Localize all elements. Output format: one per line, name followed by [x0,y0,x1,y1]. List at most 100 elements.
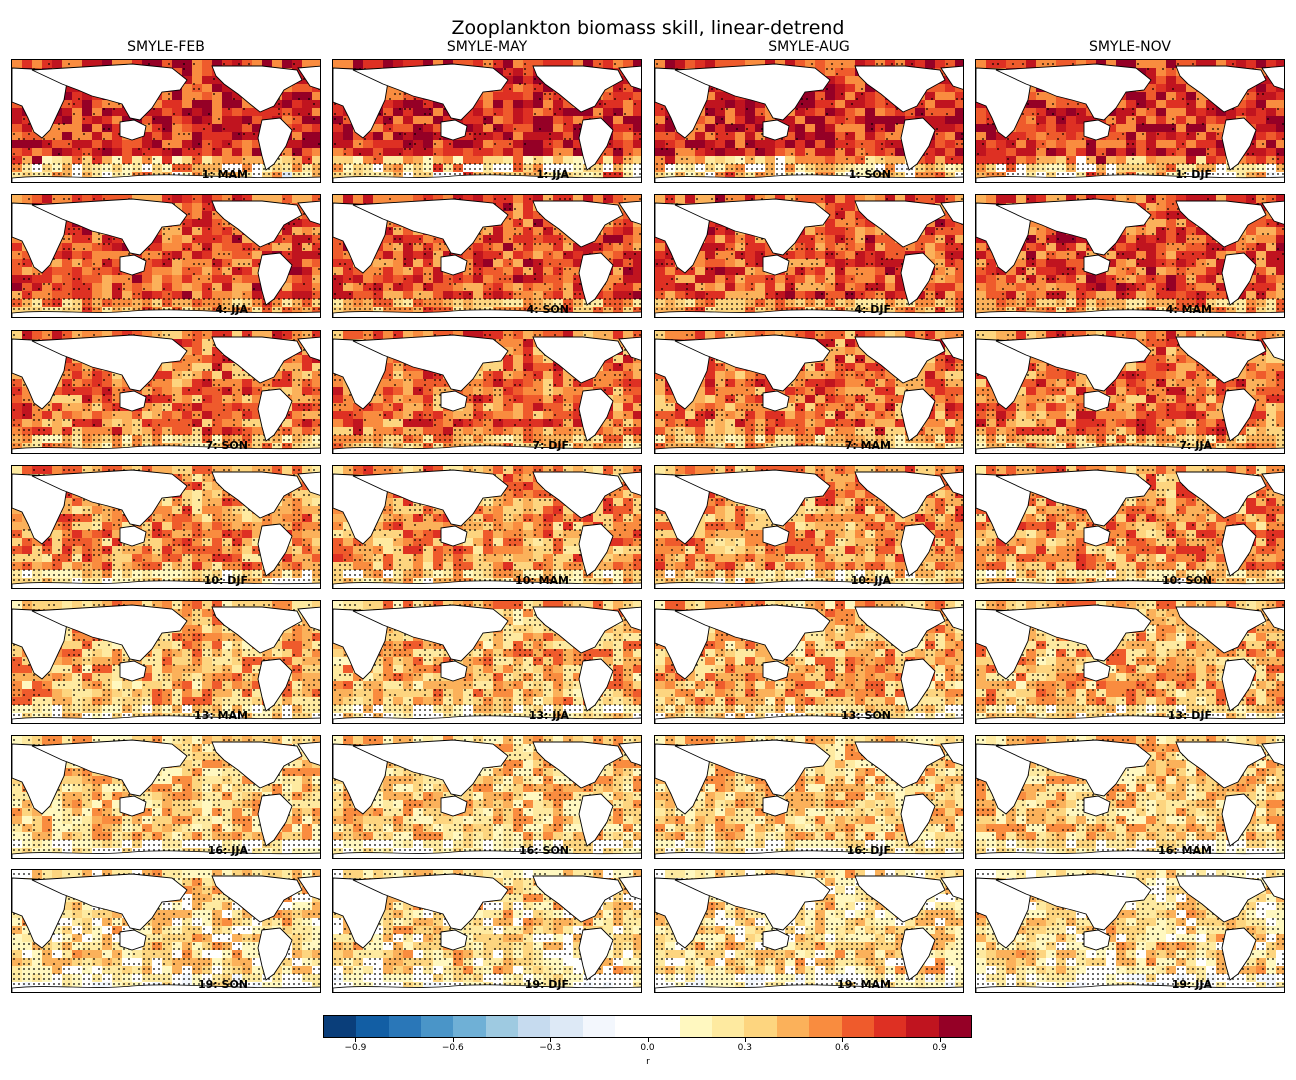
stipple-dot [113,168,115,170]
skill-cell [563,164,573,172]
skill-cell [513,100,523,108]
stipple-dot [614,113,616,115]
skill-cell [192,275,202,283]
skill-cell [252,148,262,156]
stipple-dot [841,168,843,170]
stipple-dot [1052,63,1054,65]
skill-cell [523,60,533,68]
stipple-dot [203,173,205,175]
stipple-dot [846,173,848,175]
skill-cell [1136,164,1146,172]
stipple-dot [318,238,320,240]
skill-cell [925,108,935,116]
stipple-dot [148,158,150,160]
stipple-dot [1172,88,1174,90]
stipple-dot [836,163,838,165]
skill-cell [373,116,383,124]
skill-cell [52,148,62,156]
skill-cell [735,132,745,140]
skill-cell [675,60,685,68]
stipple-dot [168,258,170,260]
skill-cell [695,60,705,68]
skill-cell [955,124,963,132]
stipple-dot [163,163,165,165]
skill-cell [192,156,202,164]
skill-cell [1076,156,1086,164]
skill-cell [1146,92,1156,100]
stipple-dot [168,98,170,100]
skill-cell [543,227,553,235]
stipple-dot [1197,168,1199,170]
skill-cell [665,148,675,156]
stipple-dot [153,118,155,120]
skill-cell [453,164,463,172]
skill-cell [845,124,855,132]
stipple-dot [599,103,601,105]
stipple-dot [28,163,30,165]
stipple-dot [726,168,728,170]
stipple-dot [308,298,310,300]
stipple-dot [138,303,140,305]
stipple-dot [213,163,215,165]
stipple-dot [1142,133,1144,135]
stipple-dot [198,153,200,155]
skill-cell [423,164,433,172]
stipple-dot [936,173,938,175]
skill-cell [202,211,212,219]
stipple-dot [213,303,215,305]
stipple-dot [1097,173,1099,175]
skill-cell [82,124,92,132]
skill-cell [503,219,513,227]
stipple-dot [193,168,195,170]
stipple-dot [258,298,260,300]
stipple-dot [103,108,105,110]
stipple-dot [148,308,150,310]
stipple-dot [103,303,105,305]
skill-cell [302,84,312,92]
stipple-dot [68,238,70,240]
stipple-dot [28,123,30,125]
stipple-dot [494,168,496,170]
skill-cell [1256,60,1266,68]
stipple-dot [88,308,90,310]
skill-cell [212,156,222,164]
skill-cell [403,124,413,132]
stipple-dot [1092,173,1094,175]
skill-cell [242,140,252,148]
stipple-dot [68,303,70,305]
stipple-dot [806,163,808,165]
stipple-dot [741,168,743,170]
skill-cell [655,132,665,140]
skill-cell [865,116,875,124]
stipple-dot [38,303,40,305]
skill-cell [302,251,312,259]
stipple-dot [228,298,230,300]
skill-cell [292,60,302,68]
skill-cell [845,68,855,76]
stipple-dot [534,173,536,175]
skill-cell [835,164,845,172]
skill-cell [212,124,222,132]
stipple-dot [604,168,606,170]
stipple-dot [424,168,426,170]
stipple-dot [906,168,908,170]
skill-cell [22,275,32,283]
stipple-dot [198,228,200,230]
skill-cell [1256,156,1266,164]
stipple-dot [1172,118,1174,120]
skill-cell [72,172,82,180]
skill-cell [202,92,212,100]
skill-cell [815,148,825,156]
skill-cell [895,60,905,68]
stipple-dot [509,138,511,140]
stipple-dot [499,163,501,165]
skill-cell [825,92,835,100]
stipple-dot [318,173,320,175]
stipple-dot [188,248,190,250]
stipple-dot [816,168,818,170]
stipple-dot [1012,168,1014,170]
skill-cell [1146,156,1156,164]
stipple-dot [23,173,25,175]
stipple-dot [158,128,160,130]
stipple-dot [178,163,180,165]
